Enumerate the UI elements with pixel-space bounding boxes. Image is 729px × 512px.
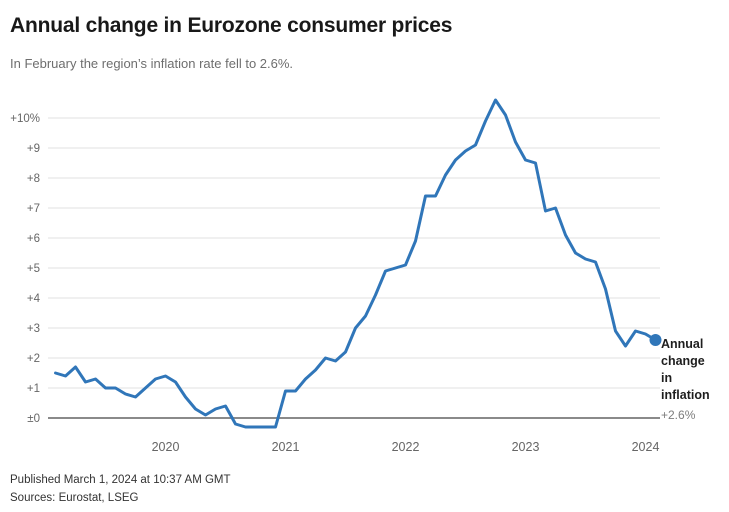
page-title: Annual change in Eurozone consumer price…: [10, 14, 453, 37]
y-axis-tick-label: +3: [27, 323, 40, 335]
x-axis-tick-label: 2021: [272, 440, 300, 454]
y-axis-tick-label: +6: [27, 233, 40, 245]
y-axis-tick-label: +8: [27, 173, 40, 185]
y-axis-tick-label: +5: [27, 263, 40, 275]
x-axis-tick-label: 2023: [512, 440, 540, 454]
x-axis-tick-label: 2020: [152, 440, 180, 454]
y-axis-tick-label: ±0: [27, 413, 40, 425]
y-axis-tick-label: +1: [27, 383, 40, 395]
y-axis-tick-label: +7: [27, 203, 40, 215]
y-axis-tick-label: +9: [27, 143, 40, 155]
latest-value-label: +2.6%: [661, 408, 696, 422]
y-axis-tick-label: +10%: [10, 113, 40, 125]
y-axis-tick-label: +4: [27, 293, 41, 305]
chart-subtitle: In February the region’s inflation rate …: [10, 56, 294, 71]
latest-value-dot: [649, 334, 662, 346]
x-axis-tick-label: 2024: [632, 440, 660, 454]
inflation-line-series: [54, 98, 657, 429]
y-axis-tick-label: +2: [27, 353, 40, 365]
chart-footer: Published March 1, 2024 at 10:37 AM GMT …: [10, 471, 710, 507]
sources-credit: Sources: Eurostat, LSEG: [10, 492, 139, 504]
series-annotation-label: Annual change in inflation: [661, 337, 710, 402]
x-axis-tick-label: 2022: [392, 440, 420, 454]
published-timestamp: Published March 1, 2024 at 10:37 AM GMT: [10, 474, 231, 486]
